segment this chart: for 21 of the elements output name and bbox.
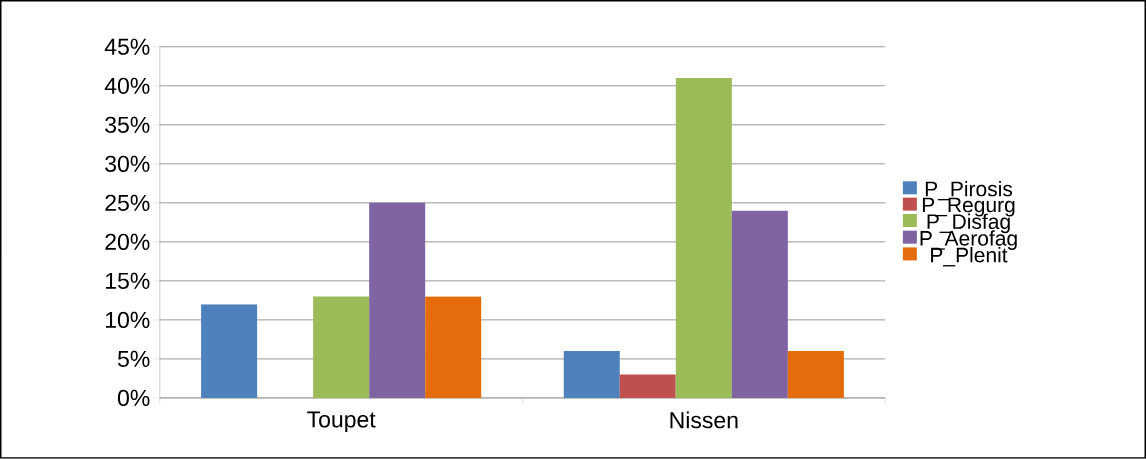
x-tick-label: Nissen <box>670 411 738 429</box>
y-tick-label: 40% <box>104 77 150 95</box>
bar <box>313 296 370 399</box>
x-tick-label: Toupet <box>307 411 376 433</box>
y-tick-label: 5% <box>117 350 150 368</box>
bar <box>425 296 482 399</box>
y-tick-label: 35% <box>105 116 150 134</box>
bar <box>619 374 676 399</box>
bar <box>675 78 732 399</box>
bar <box>563 351 620 399</box>
y-tick-label: 25% <box>105 194 150 212</box>
y-tick-label: 15% <box>105 272 150 290</box>
bar <box>369 202 426 399</box>
y-tick-label: 20% <box>105 233 150 251</box>
y-tick-label: 0% <box>117 389 150 407</box>
y-tick-label: 10% <box>105 311 150 329</box>
y-tick-label: 30% <box>105 155 150 173</box>
y-tick-label: 45% <box>104 38 150 55</box>
bar <box>201 304 258 399</box>
bar <box>731 210 788 399</box>
bar <box>787 351 844 399</box>
